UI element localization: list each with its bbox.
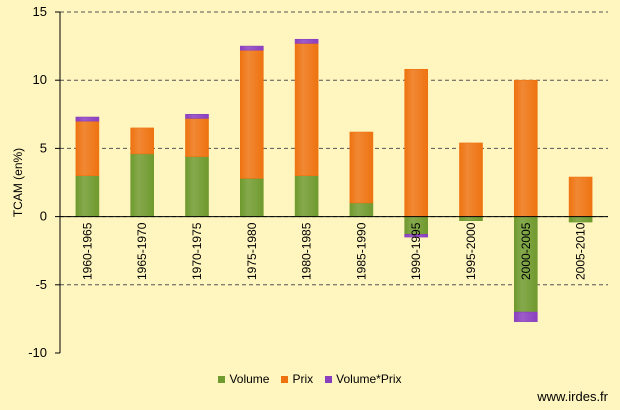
legend-swatch-volume: [218, 375, 226, 383]
y-axis-label: TCAM (en%): [11, 148, 25, 217]
category-label: 1980-1985: [300, 222, 314, 280]
bar-volume-prix-2000-2005: [513, 311, 538, 322]
bar-volume-1975-1980: [239, 178, 264, 217]
legend-swatch-prix: [281, 375, 289, 383]
legend: Volume Prix Volume*Prix: [0, 372, 620, 386]
category-label: 1960-1965: [80, 222, 94, 280]
bar-prix-1995-2000: [459, 142, 483, 217]
bar-prix-1970-1975: [185, 118, 209, 157]
bar-prix-1975-1980: [239, 49, 264, 179]
category-label: 1975-1980: [245, 222, 259, 280]
bar-volume-prix-1975-1980: [239, 45, 264, 51]
bar-volume-prix-1990-1995: [404, 234, 429, 238]
y-tick-label: 10: [33, 72, 47, 87]
bar-volume-prix-1970-1975: [185, 114, 209, 119]
bar-prix-1985-1990: [349, 131, 374, 204]
legend-label-prix: Prix: [292, 372, 314, 386]
bar-prix-1990-1995: [404, 68, 429, 217]
category-label: 1965-1970: [135, 222, 149, 280]
bar-volume-prix-1980-1985: [294, 38, 319, 44]
category-label: 1970-1975: [190, 222, 204, 280]
y-tick-label: 15: [33, 4, 47, 19]
y-tick-label: -5: [35, 277, 47, 292]
bar-volume-1985-1990: [349, 202, 374, 217]
category-label: 1990-1995: [409, 222, 423, 280]
bar-volume-1965-1970: [130, 153, 155, 217]
bar-volume-2005-2010: [568, 216, 593, 223]
bar-prix-2005-2010: [568, 176, 593, 217]
bar-volume-prix-1960-1965: [75, 116, 100, 122]
y-tick-label: 0: [40, 209, 47, 224]
bar-prix-1965-1970: [130, 127, 155, 155]
category-label: 1995-2000: [464, 222, 478, 280]
bar-prix-1960-1965: [75, 120, 100, 176]
legend-item-prix: Prix: [281, 372, 313, 386]
category-label: 2005-2010: [574, 222, 588, 280]
watermark: www.irdes.fr: [537, 389, 608, 404]
bar-volume-1980-1985: [294, 175, 319, 217]
legend-label-volume-prix: Volume*Prix: [336, 372, 402, 386]
bar-volume-1960-1965: [75, 175, 100, 217]
y-tick-label: 5: [40, 140, 47, 155]
legend-swatch-volume-prix: [325, 375, 333, 383]
bar-volume-1995-2000: [459, 216, 483, 221]
legend-label-volume: Volume: [229, 372, 270, 386]
bar-prix-1980-1985: [294, 43, 319, 176]
bar-volume-1970-1975: [185, 156, 209, 217]
legend-item-volume-prix: Volume*Prix: [325, 372, 402, 386]
category-label: 1985-1990: [354, 222, 368, 280]
category-label: 2000-2005: [519, 222, 533, 280]
legend-item-volume: Volume: [218, 372, 269, 386]
bar-prix-2000-2005: [513, 79, 538, 217]
y-tick-label: -10: [28, 345, 47, 360]
